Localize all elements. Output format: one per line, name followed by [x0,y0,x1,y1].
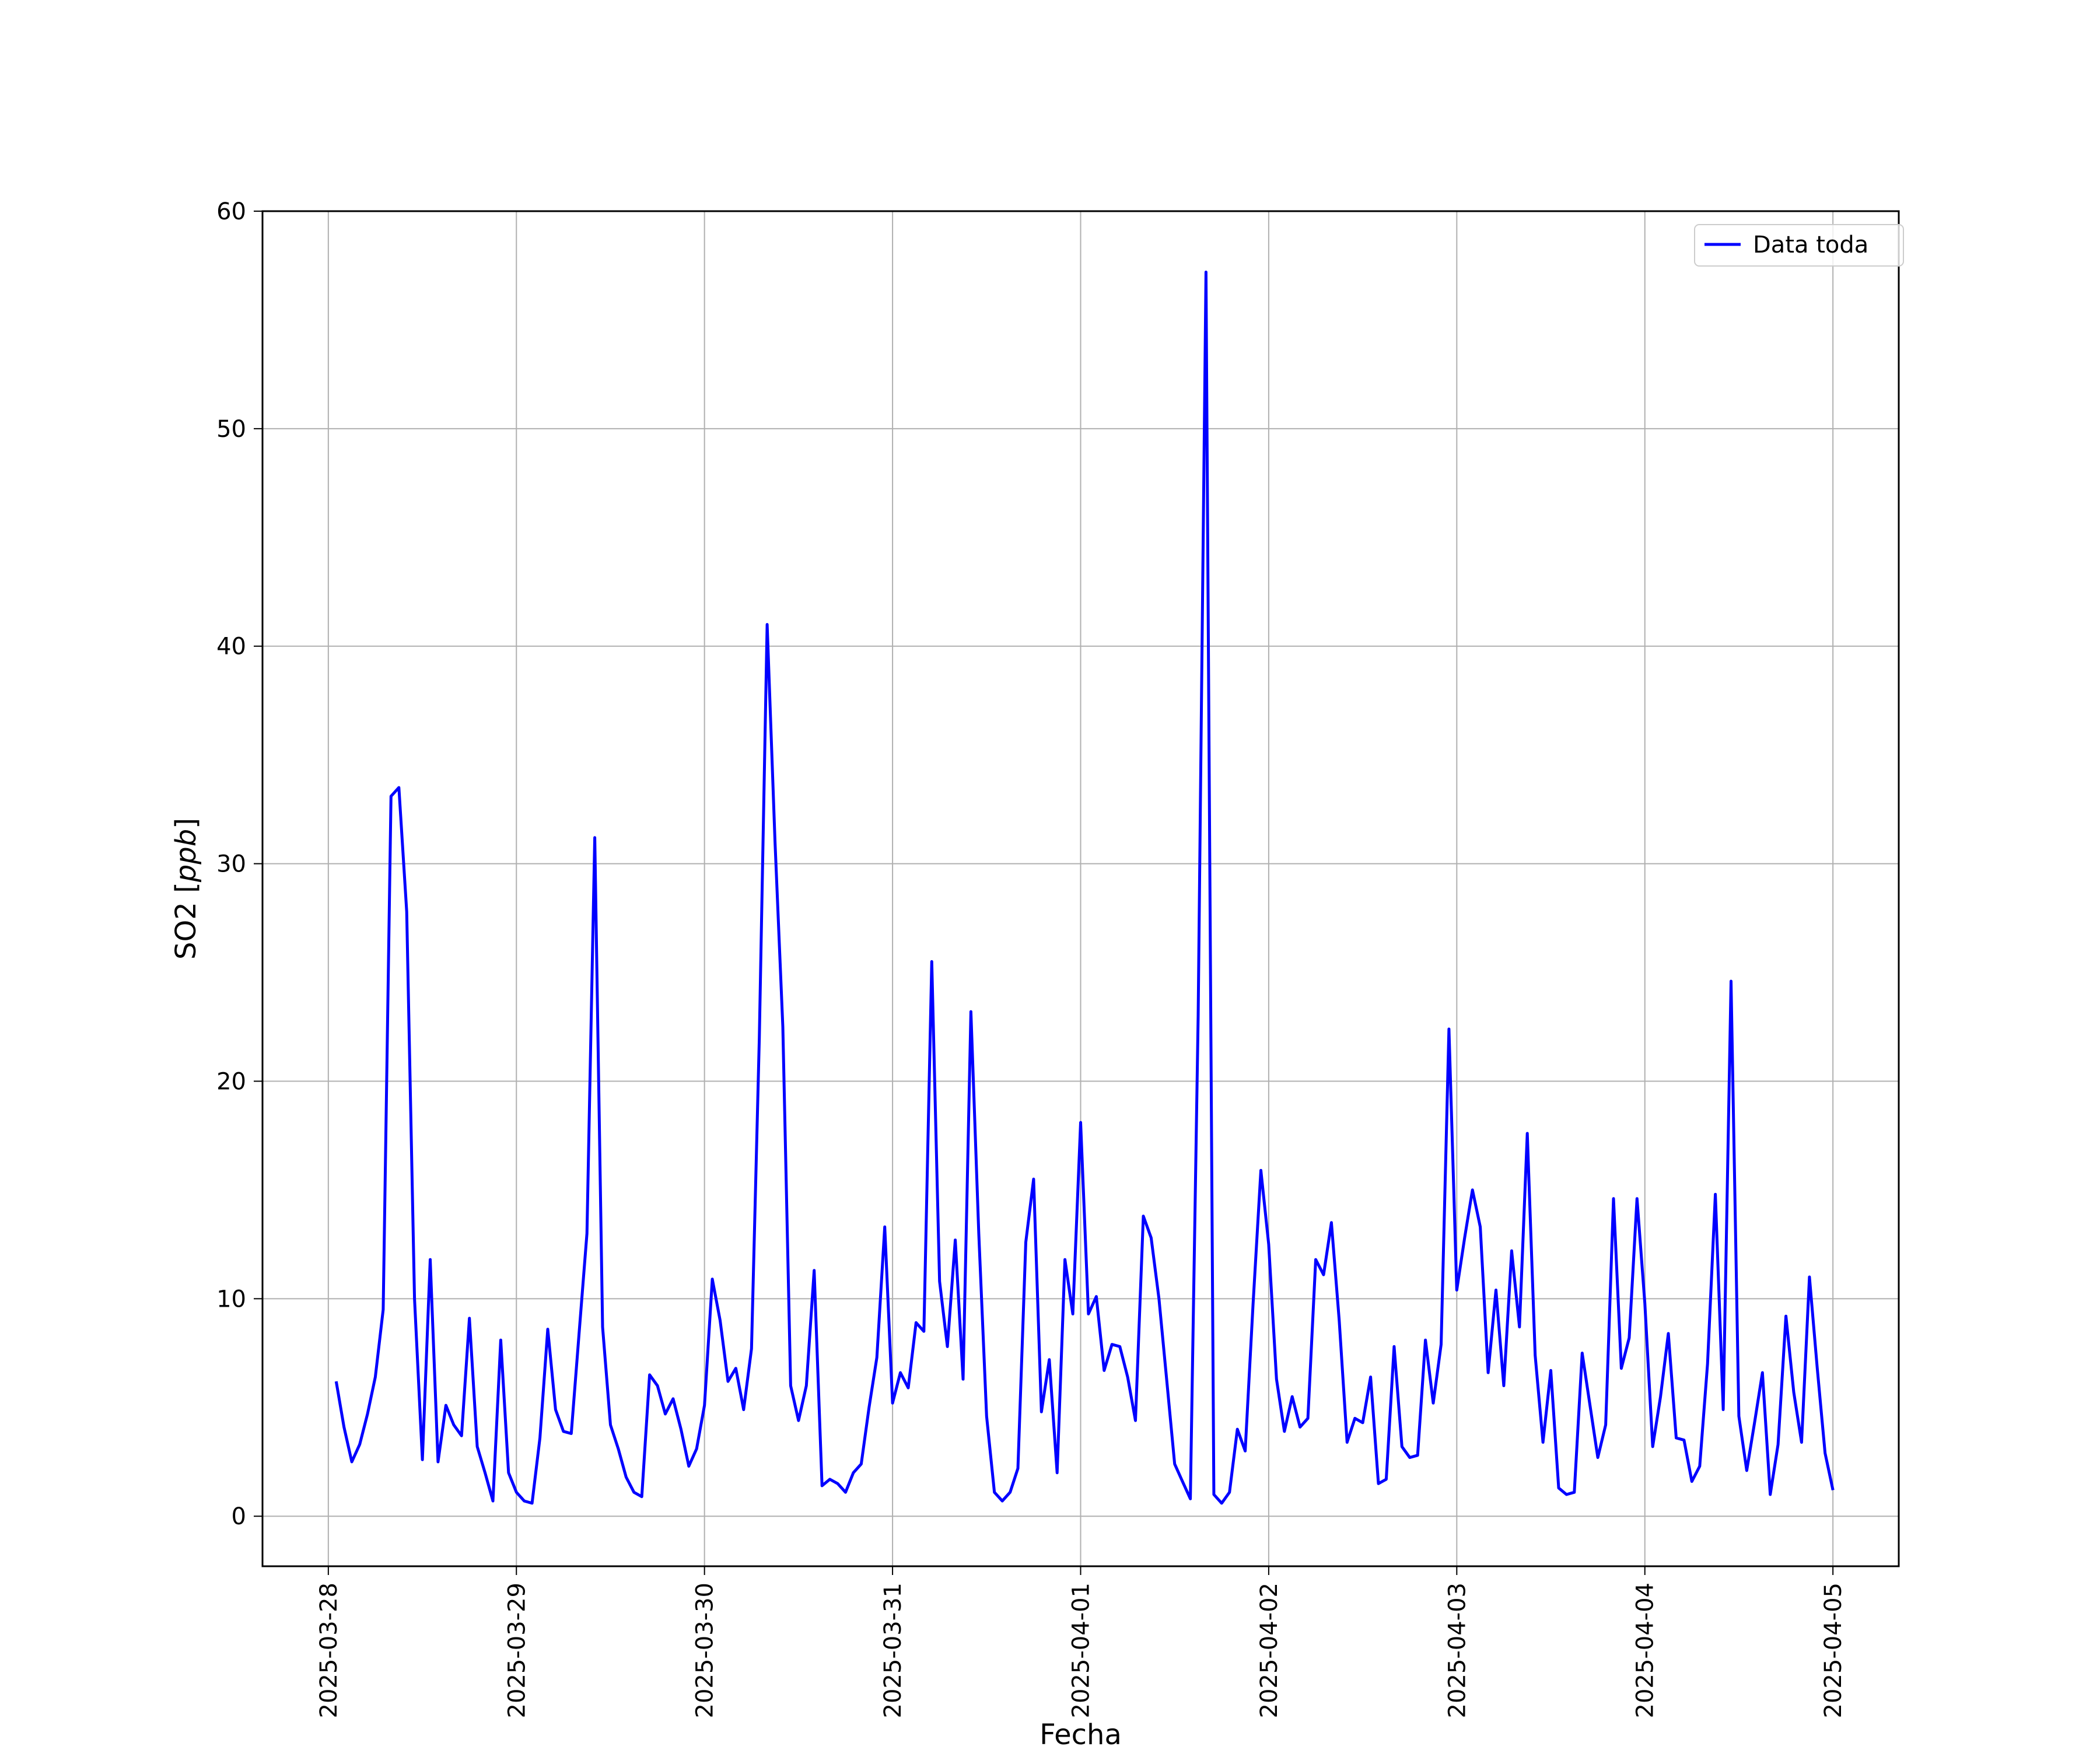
y-axis-label: SO2 [ppb] [170,818,202,960]
x-tick-label: 2025-03-28 [316,1583,342,1718]
x-tick-label: 2025-04-04 [1632,1583,1659,1718]
y-tick-label: 50 [216,416,246,443]
y-axis-label-open: [ [170,882,202,893]
grid-lines [262,211,1899,1566]
y-tick-label: 20 [216,1068,246,1095]
y-tick-label: 10 [216,1286,246,1312]
y-tick-label: 60 [216,198,246,225]
y-axis-label-text: SO2 [170,893,202,960]
x-tick-label: 2025-04-05 [1820,1583,1847,1718]
x-tick-label: 2025-03-31 [880,1583,907,1718]
y-tick-label: 30 [216,851,246,878]
series-layer [334,270,1835,1505]
legend-box [1694,224,1904,267]
y-tick-label: 40 [216,634,246,660]
tick-layer: 2025-03-28 2025-03-29 2025-03-30 2025-03-31… [216,198,1847,1718]
legend-entry-label: Data toda [1753,232,1868,258]
x-axis-label: Fecha [1040,1718,1122,1750]
x-tick-label: 2025-03-30 [692,1583,719,1718]
x-tick-label: 2025-04-02 [1256,1583,1283,1718]
y-tick-label: 0 [232,1503,246,1530]
x-tick-label: 2025-03-29 [503,1583,530,1718]
x-tick-label: 2025-04-01 [1068,1583,1095,1718]
legend: Data toda [1694,224,1904,267]
y-axis-label-close: ] [170,818,202,829]
series-line-0 [334,270,1835,1505]
x-tick-label: 2025-04-03 [1444,1583,1471,1718]
y-axis-label-unit: ppb [170,829,202,883]
